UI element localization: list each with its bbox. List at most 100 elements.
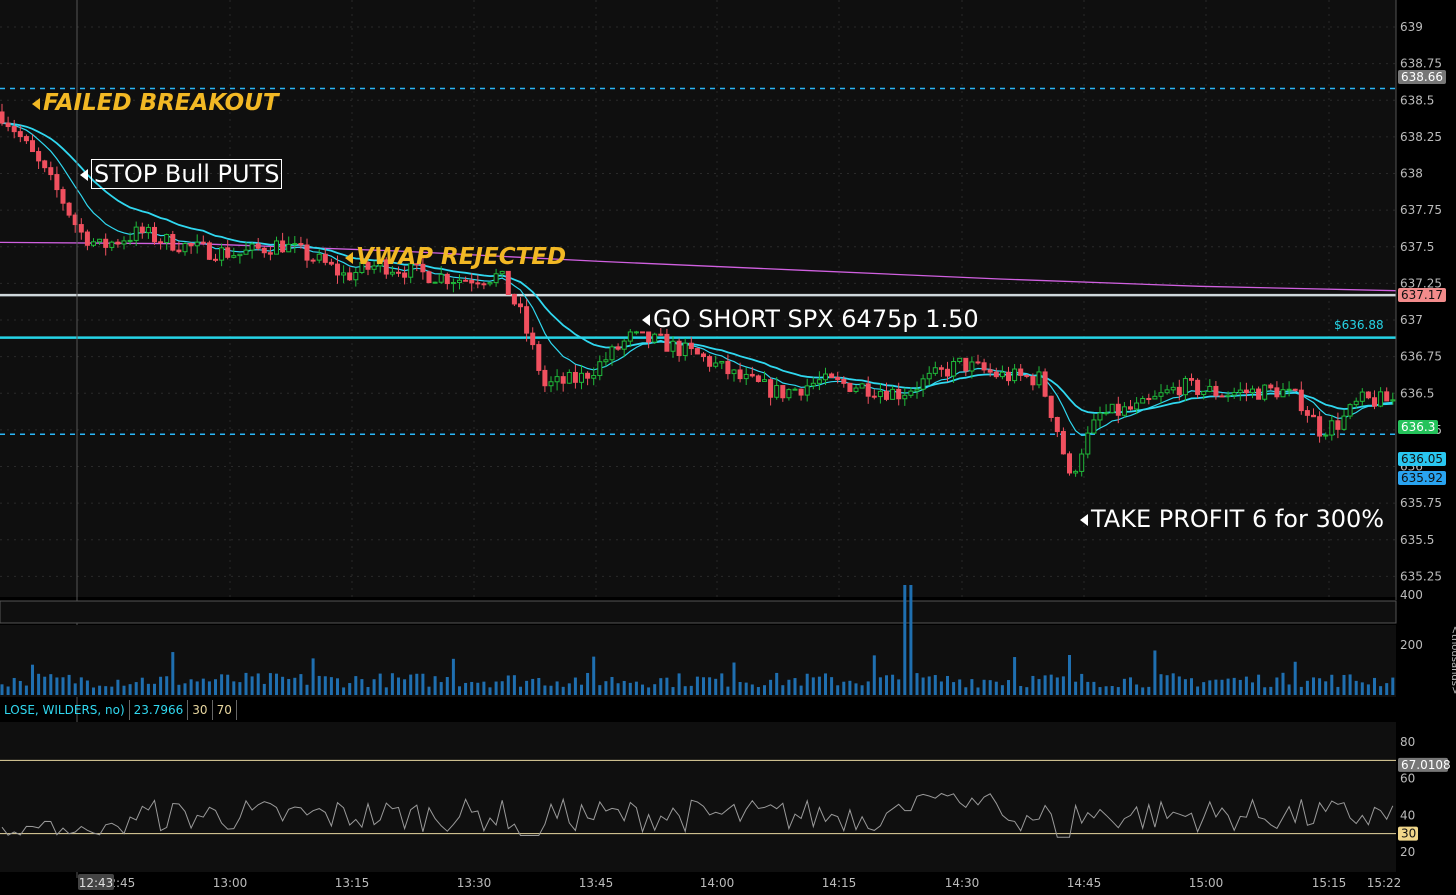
volume-bar bbox=[878, 677, 882, 695]
volume-bar bbox=[1214, 679, 1218, 695]
price-tag: 636.05 bbox=[1398, 452, 1446, 467]
rsi-tick-label: 40 bbox=[1400, 808, 1415, 822]
volume-bar bbox=[1135, 684, 1139, 695]
volume-bar bbox=[1025, 687, 1029, 695]
candle-body bbox=[23, 136, 29, 142]
volume-bar bbox=[659, 678, 663, 695]
volume-bar bbox=[610, 676, 614, 695]
volume-bar bbox=[275, 673, 278, 695]
rsi-tick-label: 20 bbox=[1400, 845, 1415, 859]
volume-bar bbox=[299, 674, 303, 695]
volume-bar bbox=[1360, 682, 1364, 695]
candle-body bbox=[420, 263, 426, 273]
candle-body bbox=[627, 331, 633, 342]
volume-bar bbox=[805, 673, 809, 695]
candle-body bbox=[749, 373, 755, 377]
candle-body bbox=[1152, 395, 1158, 400]
candle-body bbox=[444, 273, 450, 285]
volume-bar bbox=[1330, 674, 1334, 695]
volume-bar bbox=[1196, 686, 1200, 695]
candle-body bbox=[463, 279, 469, 282]
candle-body bbox=[542, 369, 548, 387]
candle-body bbox=[237, 253, 243, 257]
candle-body bbox=[1335, 420, 1341, 430]
price-tick-label: 635.5 bbox=[1400, 533, 1434, 547]
volume-bar bbox=[378, 673, 382, 695]
candle-body bbox=[963, 357, 969, 372]
left-triangle-icon bbox=[642, 314, 650, 326]
rsi-tick-label: 60 bbox=[1400, 772, 1415, 786]
volume-bar bbox=[61, 677, 65, 695]
candle-body bbox=[1347, 404, 1353, 417]
volume-bar bbox=[872, 655, 876, 695]
volume-bar bbox=[1379, 686, 1383, 695]
volume-bar bbox=[1037, 679, 1041, 695]
candle-body bbox=[389, 271, 395, 275]
volume-bar bbox=[531, 678, 535, 695]
volume-bar bbox=[12, 677, 16, 695]
volume-bar bbox=[512, 675, 516, 695]
volume-bar bbox=[1251, 682, 1254, 695]
candle-body bbox=[164, 234, 170, 244]
volume-bar bbox=[1299, 686, 1303, 695]
candle-body bbox=[469, 279, 475, 284]
candle-body bbox=[1158, 392, 1164, 397]
volume-bar bbox=[1000, 685, 1004, 695]
volume-bar bbox=[43, 676, 47, 695]
candle-body bbox=[1024, 374, 1030, 377]
rsi-oversold-badge bbox=[1398, 826, 1418, 841]
rsi-value-badge-label: 67.0108 bbox=[1401, 758, 1451, 772]
candle-body bbox=[414, 263, 420, 266]
candle-body bbox=[1201, 390, 1207, 395]
volume-bar bbox=[1116, 687, 1120, 695]
candle-body bbox=[957, 357, 963, 363]
volume-bar bbox=[573, 677, 577, 695]
candle-body bbox=[1280, 389, 1286, 398]
volume-bar bbox=[85, 680, 89, 695]
price-tick-label: 636.5 bbox=[1400, 386, 1434, 400]
volume-bar bbox=[750, 684, 754, 695]
volume-bar bbox=[55, 677, 59, 695]
candle-body bbox=[896, 388, 902, 400]
candle-body bbox=[322, 253, 328, 263]
candle-body bbox=[676, 340, 682, 357]
candle-body bbox=[1372, 397, 1377, 407]
candle-body bbox=[1097, 412, 1103, 421]
candle-body bbox=[304, 244, 310, 261]
candle-body bbox=[188, 243, 194, 247]
candle-body bbox=[377, 259, 383, 267]
volume-bar bbox=[390, 673, 394, 695]
volume-bar bbox=[116, 679, 120, 695]
candle-body bbox=[328, 261, 334, 265]
volume-bar bbox=[641, 684, 644, 695]
candle-body bbox=[530, 332, 536, 346]
volume-bar bbox=[6, 686, 10, 695]
candle-body bbox=[1268, 384, 1274, 389]
volume-bars bbox=[0, 585, 1395, 695]
volume-bar bbox=[360, 679, 364, 695]
volume-bar bbox=[671, 687, 675, 695]
volume-bar bbox=[1366, 684, 1370, 695]
volume-bar bbox=[939, 681, 943, 695]
candle-body bbox=[402, 272, 408, 278]
time-axis[interactable]: 12:45 13:00 13:15 13:30 13:45 14:00 14:15 14:30… bbox=[78, 874, 1401, 890]
volume-bar bbox=[293, 677, 297, 695]
volume-bar bbox=[104, 686, 108, 695]
volume-bar bbox=[1147, 686, 1151, 695]
candle-body bbox=[646, 331, 652, 343]
left-triangle-icon bbox=[345, 251, 353, 264]
candle-body bbox=[908, 390, 914, 396]
volume-bar bbox=[665, 677, 669, 695]
volume-bar bbox=[506, 675, 510, 695]
volume-bar bbox=[122, 685, 126, 695]
time-tick-label: 15:22 bbox=[1367, 876, 1402, 890]
volume-bar bbox=[891, 674, 895, 695]
candle-body bbox=[493, 273, 499, 284]
volume-bar bbox=[952, 682, 956, 695]
rsi-line bbox=[1, 792, 1394, 838]
volume-bar bbox=[1324, 681, 1328, 695]
volume-bar bbox=[964, 687, 968, 695]
rsi-study-params[interactable]: LOSE, WILDERS, no) bbox=[0, 700, 130, 720]
candle-body bbox=[987, 369, 993, 373]
